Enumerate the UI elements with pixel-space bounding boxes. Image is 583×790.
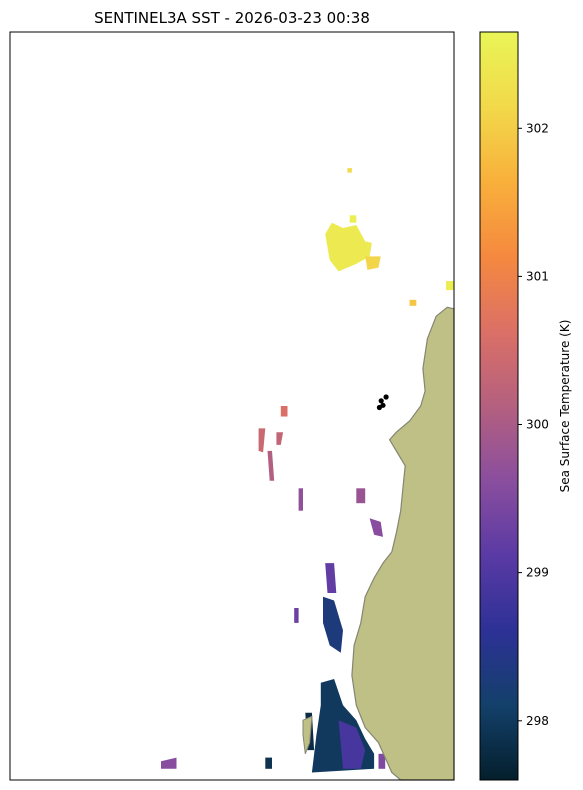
sst-patch	[276, 432, 284, 445]
sst-patch	[325, 222, 372, 272]
sst-patch	[356, 488, 366, 504]
station-marker	[378, 398, 384, 404]
sst-patch	[378, 753, 386, 769]
sst-patch	[325, 563, 337, 593]
sst-patch	[446, 281, 454, 291]
sst-patch	[338, 720, 366, 769]
colorbar-label: Sea Surface Temperature (K)	[558, 320, 572, 493]
station-marker	[376, 404, 382, 411]
sst-patch	[347, 168, 352, 173]
sst-patch	[409, 299, 417, 306]
map-frame	[9, 31, 455, 781]
island	[302, 715, 313, 754]
sst-patch	[349, 215, 357, 223]
colorbar-tick-label: 301	[526, 269, 549, 283]
colorbar-ticks: 298 299 300 301 302	[518, 121, 549, 728]
sst-patch	[161, 757, 177, 769]
colorbar	[479, 31, 519, 781]
sst-patch	[280, 406, 288, 417]
map-area	[161, 168, 455, 781]
sst-patch	[323, 596, 343, 653]
colorbar-tick-label: 302	[526, 121, 549, 135]
station-marker	[383, 394, 389, 400]
sst-patch	[265, 757, 272, 769]
colorbar-tick-label: 300	[526, 418, 549, 432]
colorbar-tick-label: 298	[526, 714, 549, 728]
sst-patch	[365, 256, 381, 270]
sst-patch	[267, 450, 275, 481]
sst-patch	[294, 608, 299, 623]
chart-title: SENTINEL3A SST - 2026-03-23 00:38	[94, 9, 370, 27]
sst-patch	[369, 518, 383, 537]
sst-patch	[258, 428, 266, 453]
land-mass	[351, 306, 455, 781]
colorbar-tick-label: 299	[526, 566, 549, 580]
sst-patch	[298, 488, 303, 511]
